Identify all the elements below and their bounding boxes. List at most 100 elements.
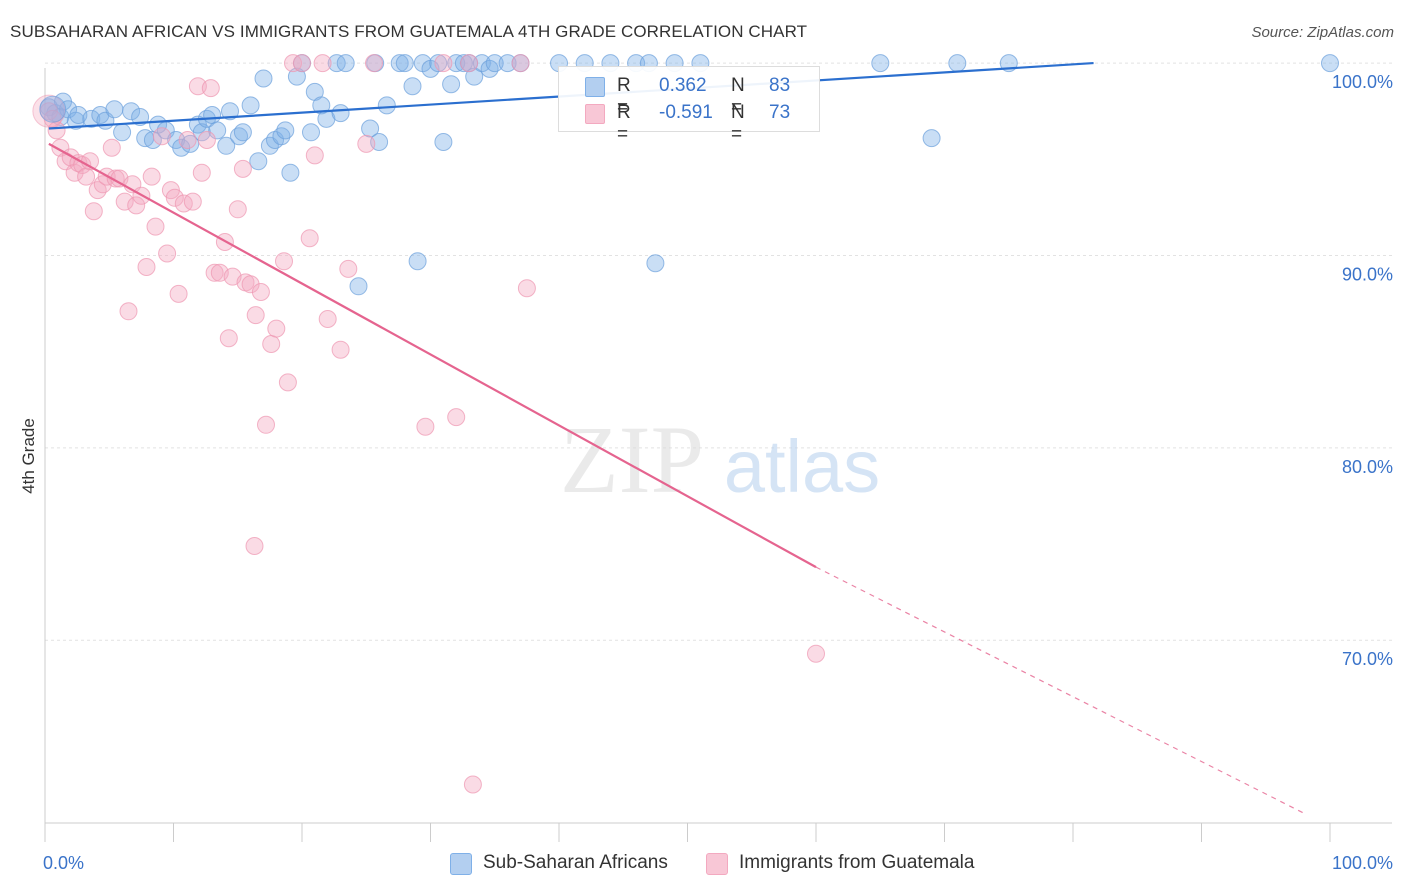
point-guatemala bbox=[511, 54, 530, 73]
point-subsaharan bbox=[454, 54, 473, 73]
point-guatemala bbox=[102, 138, 121, 157]
point-guatemala bbox=[357, 134, 376, 153]
point-subsaharan bbox=[395, 54, 414, 73]
point-subsaharan bbox=[105, 100, 124, 119]
point-guatemala bbox=[119, 302, 138, 321]
point-guatemala bbox=[275, 252, 293, 271]
point-guatemala bbox=[115, 192, 134, 211]
point-guatemala bbox=[152, 127, 171, 146]
point-guatemala bbox=[318, 310, 337, 328]
point-subsaharan bbox=[287, 67, 306, 86]
point-subsaharan bbox=[302, 123, 320, 142]
point-subsaharan bbox=[203, 106, 222, 124]
point-guatemala bbox=[246, 306, 265, 325]
legend-swatch-pink bbox=[706, 853, 728, 875]
point-guatemala bbox=[192, 163, 211, 182]
point-guatemala bbox=[807, 644, 825, 663]
point-guatemala bbox=[447, 408, 466, 427]
point-guatemala bbox=[416, 417, 435, 436]
point-subsaharan bbox=[377, 96, 396, 115]
trend-line-guatemala-extension bbox=[815, 566, 1305, 814]
legend-swatch-blue bbox=[450, 853, 472, 875]
point-subsaharan bbox=[646, 254, 665, 273]
point-subsaharan bbox=[948, 54, 967, 73]
point-guatemala bbox=[278, 373, 297, 392]
point-subsaharan bbox=[131, 108, 150, 126]
point-guatemala bbox=[241, 275, 260, 294]
legend-label: Sub-Saharan Africans bbox=[483, 852, 668, 873]
point-subsaharan bbox=[113, 123, 132, 142]
point-guatemala bbox=[174, 194, 193, 213]
y-axis-label: 4th Grade bbox=[19, 418, 38, 494]
point-guatemala bbox=[365, 54, 383, 73]
point-subsaharan bbox=[254, 69, 273, 88]
point-subsaharan bbox=[480, 59, 499, 78]
point-guatemala bbox=[251, 283, 270, 301]
point-subsaharan bbox=[249, 152, 268, 171]
point-guatemala bbox=[517, 279, 536, 298]
point-subsaharan bbox=[172, 138, 191, 157]
point-guatemala bbox=[300, 229, 319, 248]
point-subsaharan bbox=[1321, 54, 1339, 73]
point-subsaharan bbox=[82, 109, 101, 128]
legend-swatch-blue bbox=[585, 77, 605, 97]
point-subsaharan bbox=[498, 54, 517, 73]
legend-n-value: 73 bbox=[769, 102, 791, 123]
point-subsaharan bbox=[361, 119, 380, 138]
point-guatemala bbox=[228, 200, 247, 219]
legend-swatch-pink bbox=[585, 104, 605, 124]
point-guatemala bbox=[219, 329, 238, 348]
point-guatemala bbox=[201, 79, 220, 98]
watermark-zip: ZIP bbox=[560, 406, 704, 513]
x-tick-label: 100.0% bbox=[1332, 853, 1393, 873]
point-guatemala bbox=[88, 181, 107, 200]
point-subsaharan bbox=[465, 67, 484, 86]
point-guatemala bbox=[460, 54, 479, 73]
point-subsaharan bbox=[276, 121, 295, 140]
point-subsaharan bbox=[281, 163, 300, 182]
point-subsaharan bbox=[408, 252, 427, 271]
point-subsaharan bbox=[434, 133, 453, 151]
point-subsaharan bbox=[312, 96, 331, 115]
point-subsaharan bbox=[336, 54, 355, 73]
stats-legend: R = 0.362 N = 83 R = -0.591 N = 73 bbox=[558, 66, 820, 145]
point-subsaharan bbox=[233, 123, 252, 142]
y-tick-label: 70.0% bbox=[1342, 649, 1393, 669]
legend-n-key: N = bbox=[731, 102, 745, 145]
point-subsaharan bbox=[922, 129, 941, 148]
point-guatemala bbox=[463, 775, 482, 794]
point-guatemala bbox=[205, 263, 224, 282]
point-subsaharan bbox=[349, 277, 368, 296]
y-tick-label: 90.0% bbox=[1342, 264, 1393, 284]
point-guatemala bbox=[169, 284, 188, 303]
point-subsaharan bbox=[447, 54, 466, 73]
chart-title: SUBSAHARAN AFRICAN VS IMMIGRANTS FROM GU… bbox=[10, 22, 808, 41]
legend-n-value: 83 bbox=[769, 75, 791, 96]
point-subsaharan bbox=[429, 54, 448, 73]
point-guatemala bbox=[165, 188, 184, 207]
point-guatemala bbox=[77, 167, 96, 186]
point-guatemala bbox=[65, 163, 84, 182]
x-tick-label: 0.0% bbox=[43, 853, 84, 873]
point-guatemala bbox=[305, 146, 324, 165]
point-guatemala bbox=[127, 196, 146, 215]
legend-r-value: 0.362 bbox=[659, 75, 707, 96]
point-guatemala bbox=[434, 54, 453, 73]
point-subsaharan bbox=[39, 95, 67, 123]
point-guatemala bbox=[293, 54, 311, 73]
legend-r-key: R = bbox=[617, 102, 631, 145]
point-guatemala bbox=[245, 537, 264, 555]
point-subsaharan bbox=[871, 54, 890, 73]
point-subsaharan bbox=[442, 75, 461, 94]
point-subsaharan bbox=[217, 136, 236, 155]
point-guatemala bbox=[183, 192, 202, 211]
grid-layer bbox=[45, 62, 1392, 641]
point-guatemala bbox=[178, 131, 197, 149]
y-tick-label: 100.0% bbox=[1332, 72, 1393, 92]
point-subsaharan bbox=[241, 96, 260, 115]
point-guatemala bbox=[197, 131, 216, 149]
legend-r-value: -0.591 bbox=[659, 102, 713, 123]
point-guatemala bbox=[339, 259, 358, 278]
point-subsaharan bbox=[221, 102, 239, 121]
